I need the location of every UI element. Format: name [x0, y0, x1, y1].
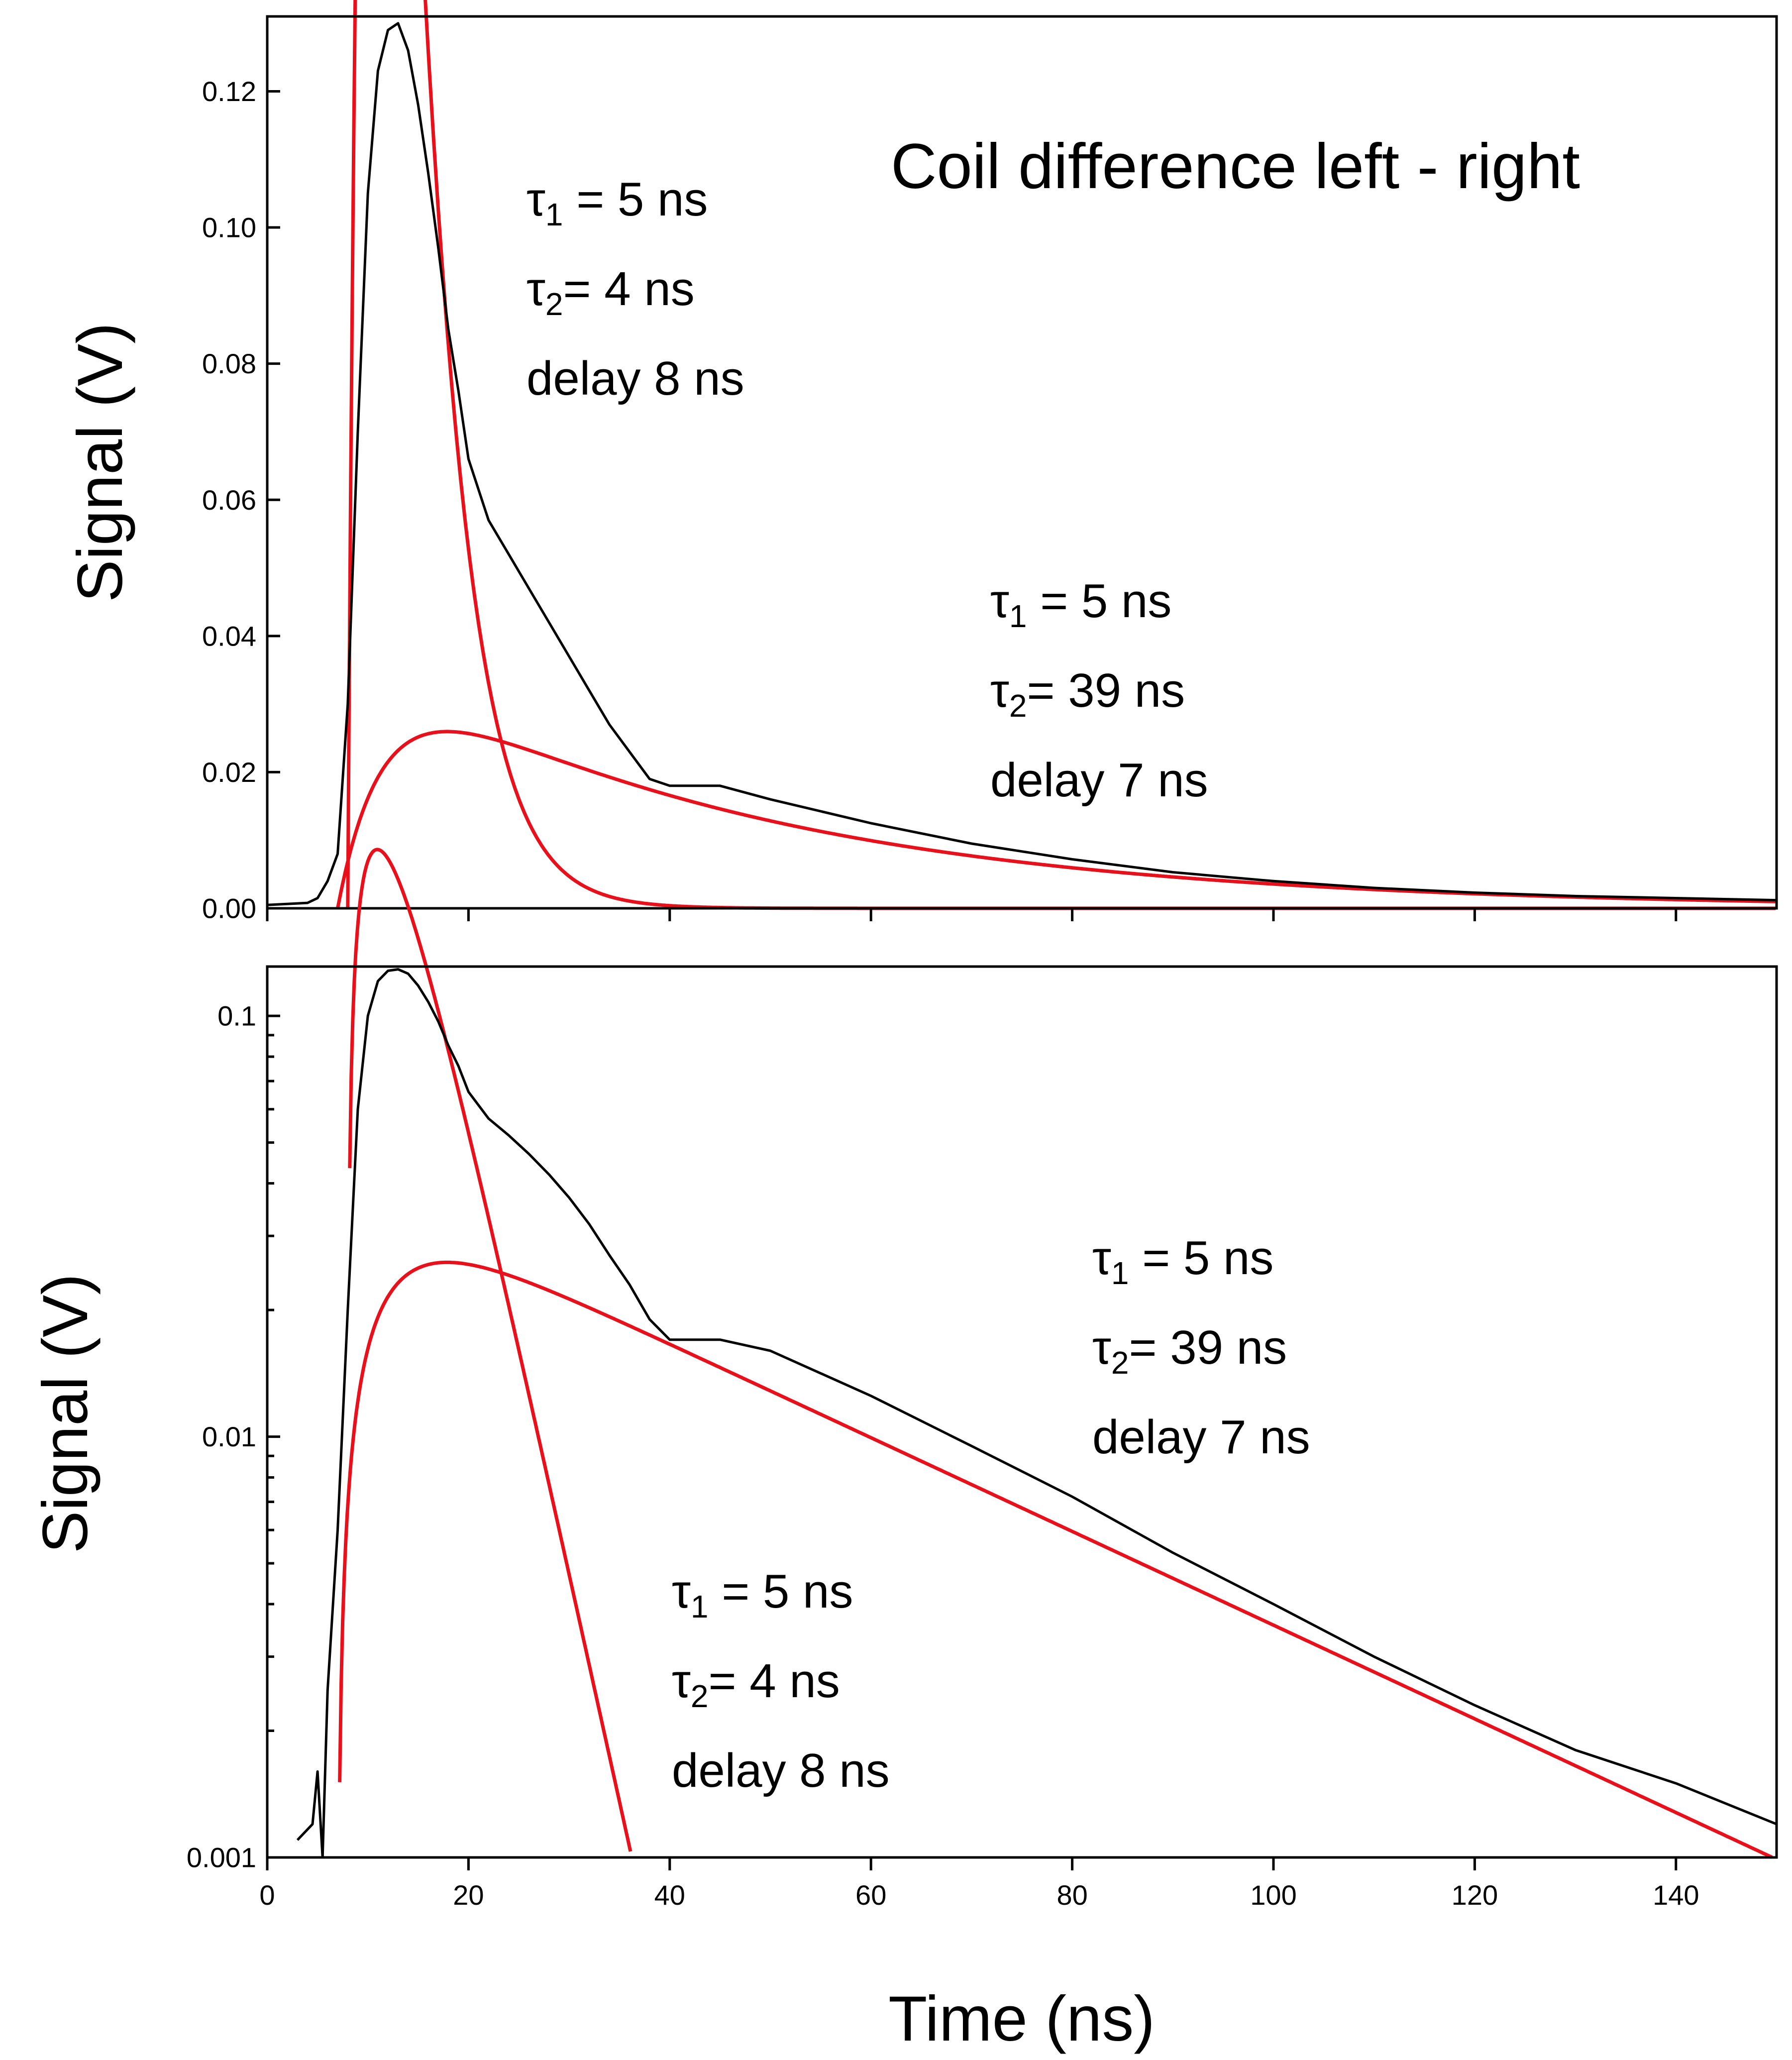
data-curve [267, 22, 1777, 906]
y-tick-label: 0.01 [202, 1421, 256, 1452]
y-tick-label: 0.00 [202, 893, 256, 924]
x-tick-label: 40 [654, 1879, 685, 1911]
data-curve [296, 968, 1777, 1859]
annotation-tau1: τ1 = 5 ns [1092, 1231, 1273, 1291]
annotation-delay: delay 8 ns [527, 352, 744, 405]
annotation-tau2: τ2= 39 ns [1092, 1321, 1287, 1381]
annotation-tau2: τ2= 39 ns [990, 664, 1185, 724]
bottom-x-axis: 0 20 40 60 80 100 120 140 [259, 1857, 1699, 1911]
top-plot-title: Coil difference left - right [891, 131, 1580, 202]
y-tick-label: 0.04 [202, 620, 256, 651]
fit-curve [338, 1260, 1773, 1859]
bottom-fit-curves [338, 848, 1773, 1859]
annotation-delay: delay 7 ns [1092, 1410, 1310, 1464]
bottom-annotation-fast: τ1 = 5 ns τ2= 4 ns delay 8 ns [672, 1565, 890, 1797]
annotation-tau1: τ1 = 5 ns [672, 1565, 853, 1625]
top-panel: 0.000.020.040.060.080.100.12 Signal (V) … [65, 0, 1778, 924]
top-y-axis-title: Signal (V) [65, 323, 136, 602]
annotation-tau1: τ1 = 5 ns [990, 574, 1171, 634]
top-data-line [267, 22, 1777, 906]
bottom-plot-frame [266, 965, 1778, 1859]
annotation-delay: delay 7 ns [990, 754, 1208, 807]
x-axis-title: Time (ns) [888, 1983, 1155, 2055]
annotation-tau1: τ1 = 5 ns [527, 173, 708, 232]
bottom-annotation-slow: τ1 = 5 ns τ2= 39 ns delay 7 ns [1092, 1231, 1310, 1464]
x-tick-label: 60 [855, 1879, 886, 1911]
annotation-tau2: τ2= 4 ns [527, 262, 695, 322]
y-tick-label: 0.1 [217, 1000, 256, 1032]
y-tick-label: 0.001 [187, 1842, 256, 1873]
top-x-axis [266, 908, 1678, 921]
y-tick-label: 0.10 [202, 212, 256, 243]
annotation-delay: delay 8 ns [672, 1744, 890, 1797]
bottom-panel: 0.001 0.01 0.1 0 20 40 60 80 100 120 140 Signal (… [30, 848, 1778, 2055]
bottom-data-line [296, 968, 1777, 1859]
bottom-y-axis: 0.001 0.01 0.1 [187, 1000, 280, 1873]
bottom-y-axis-title: Signal (V) [30, 1274, 101, 1553]
x-tick-label: 140 [1653, 1879, 1699, 1911]
fit-curve [348, 848, 632, 1852]
annotation-tau2: τ2= 4 ns [672, 1654, 840, 1714]
y-tick-label: 0.12 [202, 76, 256, 107]
top-annotation-slow: τ1 = 5 ns τ2= 39 ns delay 7 ns [990, 574, 1208, 807]
x-tick-label: 20 [453, 1879, 484, 1911]
x-tick-label: 100 [1250, 1879, 1296, 1911]
x-tick-label: 120 [1452, 1879, 1498, 1911]
top-plot-frame [266, 15, 1778, 910]
top-annotation-fast: τ1 = 5 ns τ2= 4 ns delay 8 ns [527, 173, 744, 405]
y-tick-label: 0.02 [202, 757, 256, 788]
x-tick-label: 0 [259, 1879, 275, 1911]
top-y-axis: 0.00 0.02 0.04 0.06 0.08 0.10 0.12 [202, 76, 280, 924]
x-tick-label: 80 [1056, 1879, 1087, 1911]
y-tick-label: 0.06 [202, 484, 256, 516]
y-tick-label: 0.08 [202, 348, 256, 379]
